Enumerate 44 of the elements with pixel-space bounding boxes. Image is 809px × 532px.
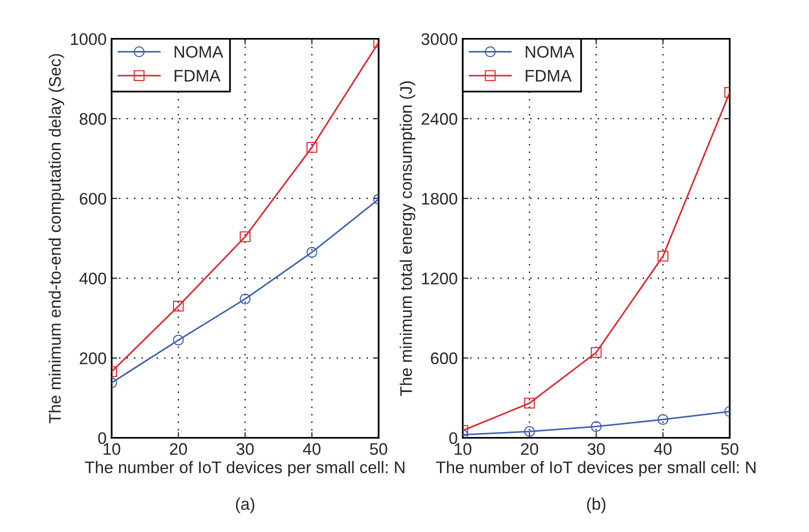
- y-tick-label: 0: [449, 432, 458, 444]
- x-tick-label: 20: [170, 443, 188, 455]
- legend-label: NOMA: [174, 46, 224, 58]
- x-tick-label: 30: [236, 443, 254, 455]
- x-tick-label: 20: [521, 443, 538, 455]
- text: (a): [236, 498, 254, 514]
- point: [524, 398, 535, 409]
- point: [590, 421, 602, 432]
- y-tick-label: 0: [98, 432, 106, 444]
- legend-label: FDMA: [526, 70, 572, 82]
- x-axis-title: The number of IoT devices per small cell: N: [436, 461, 756, 477]
- y-tick-label: 2400: [422, 113, 458, 125]
- legend-label: NOMA: [526, 46, 574, 58]
- x-axis-title: The number of IoT devices per small cell: N: [84, 461, 404, 477]
- point: [306, 246, 318, 258]
- y-tick-label: 1000: [70, 33, 106, 46]
- y-tick-label: 200: [80, 352, 106, 364]
- y-tick-label: 600: [430, 352, 458, 364]
- x-tick-label: 40: [654, 443, 672, 455]
- x-tick-label: 50: [370, 443, 388, 455]
- y-axis-title: The minimum end-to-end computation delay (Sec): [48, 54, 64, 424]
- x-tick-label: 10: [104, 443, 120, 455]
- text: (b): [587, 498, 606, 514]
- x-tick-label: 50: [721, 443, 738, 455]
- y-tick-label: 1800: [422, 192, 458, 205]
- point: [173, 300, 184, 312]
- point: [306, 142, 318, 153]
- x-tick-label: 30: [588, 443, 605, 455]
- x-tick-label: 40: [302, 443, 320, 455]
- point: [240, 294, 251, 304]
- point: [240, 231, 251, 242]
- y-tick-label: 1200: [422, 272, 458, 284]
- point: [658, 250, 668, 262]
- y-tick-label: 400: [79, 272, 106, 284]
- point: [173, 334, 184, 346]
- legend-label: FDMA: [174, 70, 220, 82]
- y-tick-label: 3000: [421, 33, 458, 46]
- y-tick-label: 800: [80, 113, 106, 125]
- x-tick-label: 10: [454, 443, 472, 455]
- point: [658, 414, 668, 425]
- y-tick-label: 600: [80, 192, 106, 205]
- y-axis-title: The minimum total energy consumption (J): [400, 81, 416, 396]
- point: [524, 426, 535, 437]
- point: [590, 347, 602, 358]
